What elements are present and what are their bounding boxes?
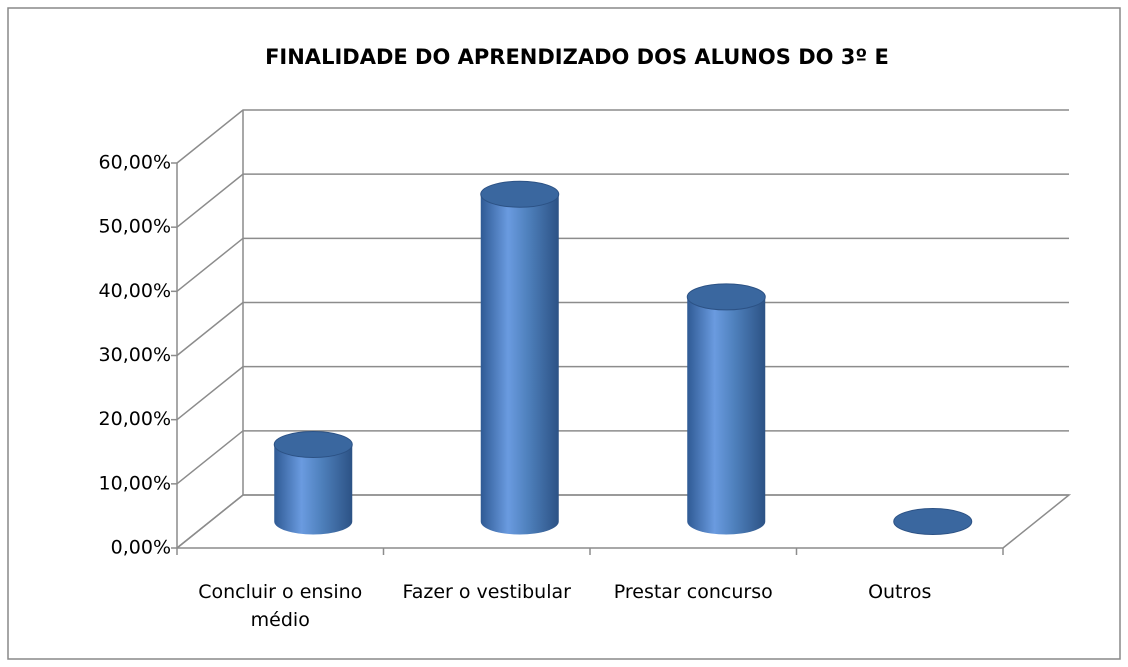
grid-line	[176, 365, 1069, 421]
x-tick-label: Fazer o vestibular	[402, 581, 571, 603]
chart-title: FINALIDADE DO APRENDIZADO DOS ALUNOS DO …	[265, 45, 889, 69]
chart-frame	[7, 7, 1121, 660]
cylinder-top	[893, 508, 973, 535]
cylinder-top	[686, 283, 766, 311]
grid-line	[176, 173, 1069, 228]
grid-line	[176, 109, 1069, 164]
grid-line	[176, 430, 1069, 485]
y-tick-label: 20,00%	[99, 408, 171, 430]
y-tick-label: 0,00%	[111, 537, 171, 559]
cylinder-body	[687, 296, 766, 535]
grid-line	[176, 237, 1069, 292]
x-tick-label: Concluir o ensino médio	[198, 581, 363, 631]
grid-line	[176, 494, 1069, 549]
cylinder-body	[274, 444, 353, 535]
x-tick-label: Prestar concurso	[613, 581, 773, 603]
cylinder-top	[273, 431, 353, 458]
y-tick-label: 30,00%	[99, 344, 171, 366]
y-tick-label: 40,00%	[99, 280, 171, 302]
x-tick-label: Outros	[868, 581, 932, 603]
y-tick-label: 50,00%	[99, 216, 171, 238]
grid-line	[176, 301, 1069, 357]
y-tick-label: 60,00%	[99, 152, 171, 174]
cylinder-body	[480, 194, 559, 535]
cylinder-top	[480, 180, 560, 208]
y-tick-label: 10,00%	[99, 472, 171, 494]
